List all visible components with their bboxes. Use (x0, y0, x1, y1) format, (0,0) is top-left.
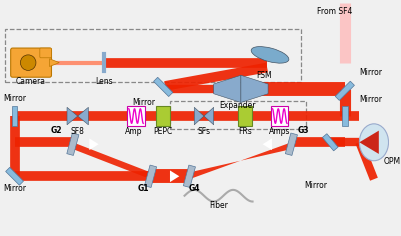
Polygon shape (12, 106, 18, 126)
Text: SF8: SF8 (71, 127, 85, 136)
Text: PEPC: PEPC (154, 127, 173, 136)
Text: Lens: Lens (95, 77, 113, 86)
Text: Mirror: Mirror (132, 98, 155, 107)
Text: FSM: FSM (256, 71, 272, 80)
Polygon shape (322, 134, 338, 151)
Circle shape (20, 55, 36, 70)
Polygon shape (183, 165, 195, 187)
Polygon shape (241, 75, 268, 102)
Bar (5, 29, 301, 82)
Bar (271, 106, 288, 126)
Text: OPM: OPM (384, 157, 401, 166)
Text: Mirror: Mirror (3, 94, 26, 103)
Polygon shape (286, 133, 298, 156)
Bar (156, 106, 170, 126)
Polygon shape (342, 106, 348, 126)
Ellipse shape (359, 124, 389, 161)
Text: Fiber: Fiber (209, 201, 228, 210)
Text: Mirror: Mirror (304, 181, 327, 190)
Polygon shape (359, 131, 379, 154)
FancyBboxPatch shape (11, 48, 51, 77)
Text: Mirror: Mirror (359, 95, 383, 104)
Polygon shape (67, 133, 79, 156)
Text: G2: G2 (51, 126, 62, 135)
Bar (127, 106, 145, 126)
Polygon shape (67, 107, 78, 125)
Polygon shape (144, 165, 157, 187)
Polygon shape (50, 59, 59, 67)
Text: From SF4: From SF4 (318, 7, 353, 16)
Text: SFs: SFs (197, 127, 211, 136)
Polygon shape (194, 107, 204, 125)
Bar (238, 106, 251, 126)
Polygon shape (204, 107, 214, 125)
Polygon shape (189, 142, 292, 179)
Polygon shape (335, 81, 354, 101)
Polygon shape (170, 170, 179, 182)
Polygon shape (154, 77, 173, 97)
Bar (170, 101, 306, 129)
Text: Expander: Expander (220, 101, 256, 110)
Text: Amps: Amps (269, 127, 290, 136)
Text: G4: G4 (188, 184, 200, 194)
Text: Amp: Amp (125, 127, 143, 136)
Text: Mirror: Mirror (359, 68, 383, 77)
Polygon shape (214, 75, 241, 102)
Polygon shape (89, 138, 99, 150)
Polygon shape (78, 107, 88, 125)
Ellipse shape (251, 46, 289, 63)
Polygon shape (6, 167, 24, 185)
Text: G1: G1 (138, 184, 150, 194)
Text: FRs: FRs (238, 127, 252, 136)
Polygon shape (263, 138, 272, 150)
Text: Mirror: Mirror (3, 184, 26, 194)
Text: Camera: Camera (16, 77, 46, 86)
FancyBboxPatch shape (40, 48, 51, 58)
Text: G3: G3 (297, 126, 309, 135)
Polygon shape (73, 142, 150, 179)
